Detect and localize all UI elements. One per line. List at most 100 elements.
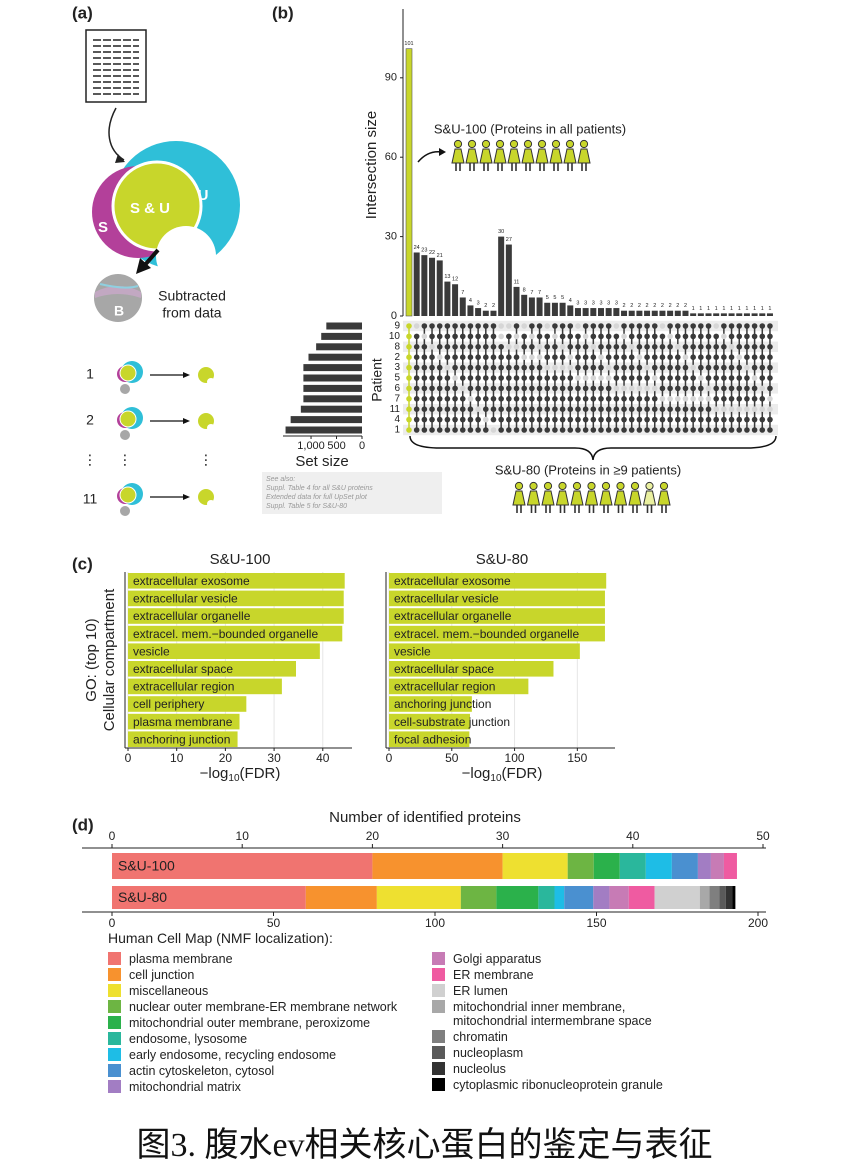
matrix-dot: [705, 344, 712, 350]
matrix-dot: [475, 323, 481, 329]
x-tick-label: 20: [219, 751, 233, 765]
matrix-dot: [582, 396, 589, 402]
matrix-dot: [636, 427, 643, 433]
legend-item: cell junction: [108, 968, 428, 982]
matrix-dot: [582, 364, 589, 371]
matrix-dot: [690, 354, 696, 361]
note: Suppl. Table 4 for all S&U proteins: [266, 485, 373, 492]
brace: [409, 435, 777, 461]
bar-segment: [619, 853, 646, 879]
matrix-dot: [590, 323, 597, 329]
legend-column: Golgi apparatus ER membrane ER lumen mitoch…: [432, 952, 668, 1094]
matrix-dot: [728, 344, 735, 350]
matrix-dot: [682, 416, 689, 423]
matrix-dot: [721, 333, 727, 340]
arrowhead: [183, 418, 190, 424]
matrix-dot: [552, 375, 558, 381]
bar: [659, 310, 666, 316]
matrix-dot: [628, 364, 635, 371]
matrix-dot: [436, 344, 443, 350]
value-label: 13: [444, 274, 450, 280]
bar-segment: [628, 886, 655, 909]
row-stripe: [403, 404, 778, 415]
matrix-dot: [651, 385, 658, 392]
matrix-dot: [667, 416, 673, 423]
person-icon: [617, 505, 624, 513]
matrix-dot: [552, 333, 558, 340]
matrix-dot: [406, 427, 412, 433]
category-label: cell-substrate junction: [394, 715, 510, 729]
legend-label: chromatin: [453, 1030, 508, 1044]
matrix-dot: [698, 375, 704, 381]
matrix-dot: [767, 375, 773, 381]
matrix-dot: [628, 354, 635, 361]
set-label: 1: [394, 425, 400, 436]
matrix-dot: [421, 406, 428, 413]
document-icon: [85, 29, 147, 103]
matrix-dot: [459, 344, 466, 350]
matrix-dot: [751, 354, 758, 361]
x-tick-label: 10: [236, 829, 250, 843]
matrix-dot: [413, 364, 420, 371]
result-bite: [207, 378, 215, 386]
matrix-dot: [667, 427, 673, 433]
value-label: 1: [753, 306, 756, 312]
bar: [759, 313, 766, 316]
value-label: 1: [768, 306, 771, 312]
matrix-dot: [667, 364, 673, 371]
legend-swatch: [108, 968, 121, 981]
bar: [544, 302, 551, 316]
person-icon: [525, 163, 531, 171]
bar-segment: [593, 853, 620, 879]
legend-label: ER lumen: [453, 984, 508, 998]
bar: [421, 255, 428, 316]
matrix-dot: [736, 323, 743, 329]
matrix-dot: [744, 344, 750, 350]
matrix-dot: [759, 323, 766, 329]
matrix-dot: [536, 406, 543, 413]
bar: [303, 374, 362, 382]
matrix-dot: [552, 406, 558, 413]
matrix-dot: [659, 323, 666, 329]
matrix-dot: [559, 396, 566, 402]
value-label: 2: [684, 303, 687, 309]
matrix-dot: [690, 344, 696, 350]
value-label: 8: [523, 287, 526, 293]
matrix-dot: [698, 323, 704, 329]
matrix-dot: [713, 323, 719, 329]
matrix-dot: [436, 375, 443, 381]
matrix-dot: [690, 427, 696, 433]
matrix-dot: [751, 406, 758, 413]
matrix-dot: [605, 354, 612, 361]
matrix-dot: [475, 344, 481, 350]
matrix-dot: [475, 364, 481, 371]
matrix-dot: [559, 385, 566, 392]
bar: [490, 310, 497, 316]
bar: [316, 343, 362, 351]
set-label: 5: [394, 373, 400, 384]
chart-title: S&U-100: [210, 551, 271, 568]
arrow: [142, 248, 160, 268]
person-icon: [630, 481, 640, 491]
matrix-dot: [544, 364, 551, 371]
matrix-dot: [721, 375, 727, 381]
value-label: 3: [576, 301, 579, 307]
matrix-dot: [467, 385, 474, 392]
venn-label: U: [198, 187, 209, 204]
y-tick-label: 90: [385, 72, 397, 84]
person-icon: [588, 505, 595, 513]
legend-item: actin cytoskeleton, cytosol: [108, 1064, 428, 1078]
bar: [736, 313, 743, 316]
matrix-dot: [705, 354, 712, 361]
legend-item: mitochondrial matrix: [108, 1080, 428, 1094]
matrix-dot: [506, 323, 512, 329]
legend-label: nucleolus: [453, 1062, 506, 1076]
x2-tick-label: 0: [109, 916, 116, 930]
bar-segment: [671, 853, 698, 879]
matrix-dot: [429, 385, 435, 392]
person-icon: [549, 148, 563, 164]
matrix-dot: [475, 416, 481, 423]
category-label: extracel. mem.−bounded organelle: [394, 627, 579, 641]
matrix-dot: [728, 323, 735, 329]
matrix-dot: [506, 396, 512, 402]
